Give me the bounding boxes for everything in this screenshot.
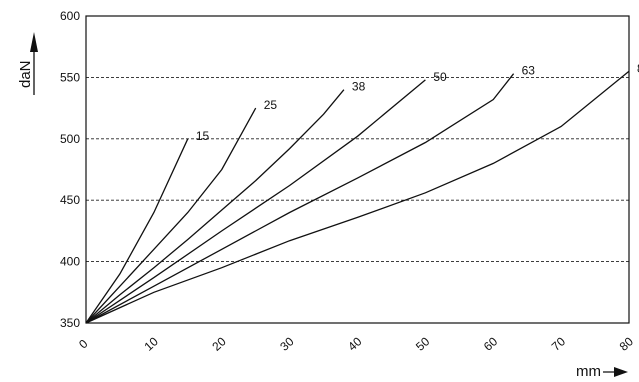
- y-tick-label: 450: [60, 193, 80, 207]
- x-tick-label: 70: [549, 334, 569, 354]
- y-axis-arrow-icon: [30, 32, 38, 52]
- series-labels: 15 25 38 50 63 80: [196, 61, 639, 143]
- x-tick-label: 0: [76, 336, 91, 351]
- y-axis-ticks: 350 400 450 500 550 600: [60, 9, 80, 330]
- y-tick-label: 600: [60, 9, 80, 23]
- y-tick-label: 550: [60, 70, 80, 84]
- series-lines: [85, 70, 630, 324]
- series-label-63: 63: [522, 64, 536, 78]
- x-tick-label: 40: [345, 334, 365, 354]
- series-label-80: 80: [637, 61, 639, 75]
- series-line-50: [85, 79, 426, 324]
- series-line-15: [85, 138, 189, 324]
- x-tick-label: 10: [142, 334, 162, 354]
- x-tick-label: 20: [209, 334, 229, 354]
- y-tick-label: 500: [60, 132, 80, 146]
- x-axis-ticks: 0 10 20 30 40 50 60 70 80: [76, 334, 636, 354]
- grid-lines: [86, 76, 629, 263]
- y-tick-label: 350: [60, 316, 80, 330]
- x-axis-title: mm: [576, 363, 601, 380]
- series-line-80: [85, 70, 630, 324]
- series-line-38: [85, 89, 345, 324]
- series-label-15: 15: [196, 129, 210, 143]
- y-tick-label: 400: [60, 255, 80, 269]
- x-tick-label: 50: [413, 334, 433, 354]
- x-axis-arrow-icon: [614, 367, 628, 377]
- x-tick-label: 80: [617, 334, 637, 354]
- series-label-25: 25: [264, 98, 278, 112]
- series-line-63: [85, 73, 515, 324]
- x-tick-label: 30: [277, 334, 297, 354]
- y-axis-title: daN: [17, 60, 34, 88]
- series-line-25: [85, 107, 257, 324]
- series-label-50: 50: [433, 70, 447, 84]
- plot-frame: [85, 15, 630, 324]
- x-tick-label: 60: [481, 334, 501, 354]
- series-label-38: 38: [352, 80, 366, 94]
